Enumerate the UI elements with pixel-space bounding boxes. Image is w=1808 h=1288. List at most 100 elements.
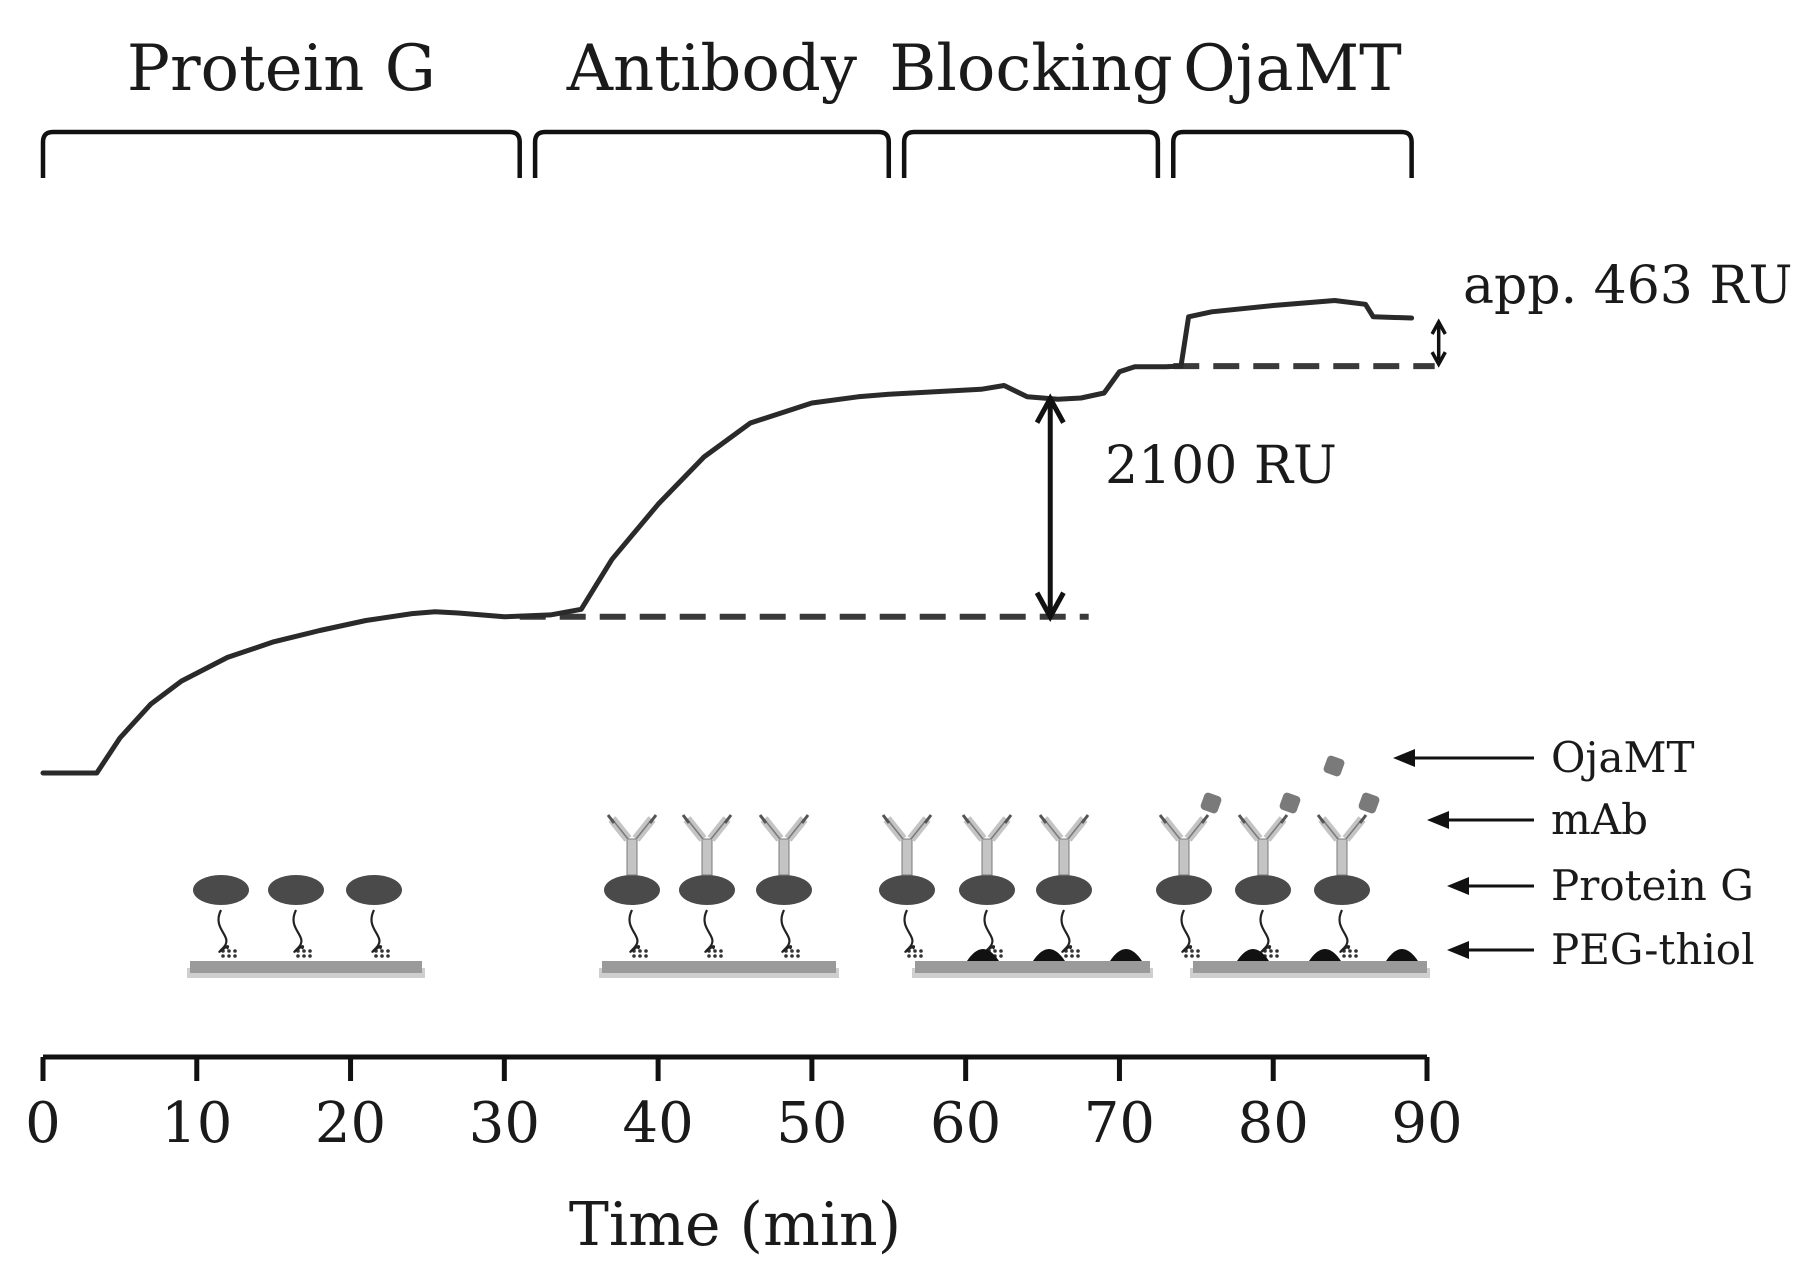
antibody-tip (961, 814, 971, 824)
antibody-tip (881, 814, 891, 824)
peg-linker (628, 909, 641, 953)
thiol-anchor (380, 949, 384, 953)
phase-label: Protein G (127, 32, 436, 106)
legend-arrow-head (1447, 941, 1469, 959)
gold-surface (915, 961, 1150, 973)
thiol-anchor (1076, 949, 1080, 953)
thiol-anchor (221, 954, 225, 958)
thiol-anchor (796, 954, 800, 958)
legend-label: PEG-thiol (1551, 925, 1755, 974)
thiol-anchor (1354, 949, 1358, 953)
ojamt-molecule-free (1323, 755, 1345, 777)
thiol-anchor (919, 949, 923, 953)
antibody-stem (901, 838, 913, 876)
thiol-anchor (233, 949, 237, 953)
peg-blocking-bump (1309, 949, 1341, 961)
thiol-anchor (644, 954, 648, 958)
antibody-arms (1160, 816, 1208, 842)
antibody-tip (648, 814, 658, 824)
thiol-anchor (233, 954, 237, 958)
antibody-tip (1237, 814, 1247, 824)
thiol-anchor (227, 949, 231, 953)
antibody-arms (1040, 816, 1088, 842)
peg-blocking-bump (967, 949, 999, 961)
antibody-tip (1080, 814, 1090, 824)
x-tick-label: 70 (1084, 1091, 1155, 1156)
thiol-anchor (790, 949, 794, 953)
antibody-tip (1279, 814, 1289, 824)
annotation-arrow-head (1034, 393, 1066, 424)
protein-g (1314, 875, 1370, 905)
phase-bracket (901, 129, 1161, 178)
thiol-anchor (1342, 954, 1346, 958)
thiol-anchor (993, 949, 997, 953)
ojamt-molecule (1200, 792, 1222, 814)
thiol-anchor (999, 954, 1003, 958)
antibody-stem (1058, 838, 1070, 876)
annotation-2100-ru: 2100 RU (1105, 436, 1337, 496)
legend-arrow-head (1393, 749, 1415, 767)
antibody-stem (1178, 838, 1190, 876)
antibody-arms (883, 816, 931, 842)
thiol-anchor (1184, 954, 1188, 958)
thiol-anchor (296, 954, 300, 958)
gold-surface (602, 961, 836, 973)
thiol-anchor (638, 949, 642, 953)
peg-blocking-bump (1237, 949, 1269, 961)
thiol-anchor (644, 949, 648, 953)
thiol-anchor (1070, 949, 1074, 953)
antibody-tip (1358, 814, 1368, 824)
thiol-anchor (1348, 954, 1352, 958)
x-tick-label: 60 (930, 1091, 1001, 1156)
antibody-tip (923, 814, 933, 824)
thiol-anchor (913, 954, 917, 958)
peg-linker (780, 909, 793, 953)
sensorgram-line (40, 298, 1415, 776)
thiol-anchor (913, 949, 917, 953)
x-tick-label: 40 (622, 1091, 693, 1156)
thiol-anchor (1190, 954, 1194, 958)
thiol-anchor (719, 954, 723, 958)
annotations: 2100 RU app. 463 RU (1034, 256, 1792, 622)
x-tick-label: 0 (25, 1091, 61, 1156)
protein-g (756, 875, 812, 905)
thiol-anchor (380, 954, 384, 958)
thiol-anchor (790, 954, 794, 958)
x-tick-label: 30 (469, 1091, 540, 1156)
legend-arrow-head (1427, 811, 1449, 829)
peg-blocking-bump (1110, 949, 1142, 961)
antibody-arms (683, 816, 731, 842)
peg-blocking-bump (1033, 949, 1065, 961)
thiol-anchor (1269, 954, 1273, 958)
thiol-anchor (1275, 954, 1279, 958)
protein-g (1156, 875, 1212, 905)
protein-g (679, 875, 735, 905)
antibody-stem (778, 838, 790, 876)
antibody-stem (1257, 838, 1269, 876)
peg-linker (983, 909, 996, 953)
schematic-legend: OjaMT mAb Protein G PEG-thiol (1393, 733, 1755, 974)
peg-linker (370, 909, 383, 953)
thiol-anchor (1070, 954, 1074, 958)
x-tick-label: 20 (315, 1091, 386, 1156)
antibody-tip (1003, 814, 1013, 824)
legend-label: OjaMT (1551, 733, 1695, 782)
thiol-anchor (632, 954, 636, 958)
peg-linker (1180, 909, 1193, 953)
thiol-anchor (707, 954, 711, 958)
thiol-anchor (784, 954, 788, 958)
phase-labels: Protein G Antibody Blocking OjaMT (127, 32, 1402, 106)
protein-g (268, 875, 324, 905)
protein-g (604, 875, 660, 905)
thiol-anchor (386, 949, 390, 953)
antibody-arms (1318, 816, 1366, 842)
peg-linker (903, 909, 916, 953)
thiol-anchor (227, 954, 231, 958)
protein-g (959, 875, 1015, 905)
thiol-anchor (638, 954, 642, 958)
antibody-tip (800, 814, 810, 824)
thiol-anchor (302, 949, 306, 953)
thiol-anchor (713, 954, 717, 958)
thiol-anchor (374, 954, 378, 958)
